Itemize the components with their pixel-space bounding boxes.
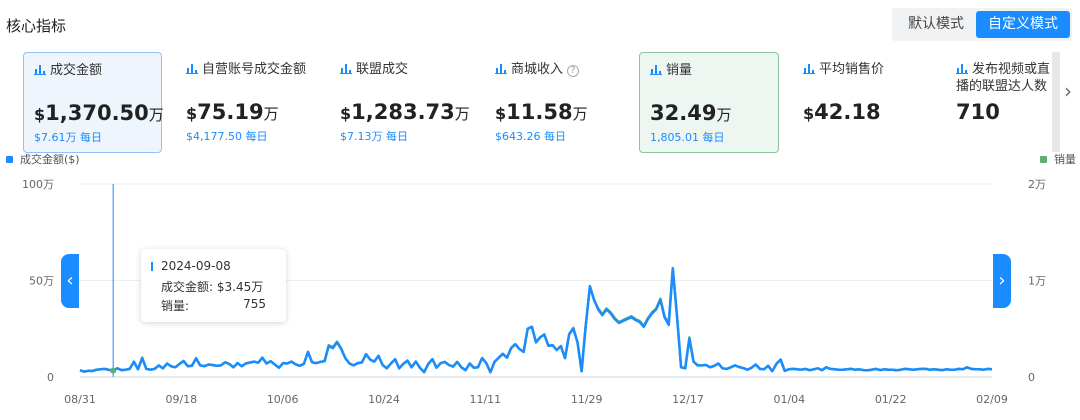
tooltip-volume-value: 755 [243,297,266,311]
legend-label: 销量 [1054,153,1076,166]
default-mode-button[interactable]: 默认模式 [908,16,964,32]
bar-chart-icon [495,63,507,74]
x-axis: 08/31 09/18 10/06 10/24 11/11 11/29 12/17 01/04… [64,393,1008,406]
metric-card-header: 平均销售价 [803,61,884,78]
chevron-right-icon[interactable]: › [1064,79,1072,103]
chart-series [79,266,993,374]
scroll-fade [1052,52,1060,152]
metric-card-label: 成交金额 [50,63,103,78]
tooltip-date: 2024-09-08 [161,259,231,273]
legend-swatch [6,156,13,163]
help-icon[interactable]: ? [567,65,580,77]
metric-card-affiliate[interactable]: 联盟成交 $1,283.73万 $7.13万 每日 [330,52,480,153]
line-chart[interactable]: 0 50万 100万 0 1万 2万 08/31 09/18 10/06 10/24 11/11… [0,170,1080,420]
y-axis-right: 0 1万 2万 [1028,178,1046,384]
x-tick-label: 08/31 [64,393,96,406]
metric-card-label: 商城收入 [511,62,564,77]
legend-swatch [1040,156,1047,163]
x-tick-label: 11/11 [469,393,501,406]
series-amount-line [79,267,993,374]
x-tick-label: 01/22 [875,393,907,406]
hover-point [110,367,117,374]
bar-chart-icon [186,63,198,74]
metric-card-header: 商城收入? [495,61,580,78]
bar-chart-icon [34,64,46,75]
legend-right[interactable]: 销量 [1040,151,1076,167]
metric-card-label: 自营账号成交金额 [202,62,307,77]
metric-card-own-account-gmv[interactable]: 自营账号成交金额 $75.19万 $4,177.50 每日 [176,52,326,153]
metric-card-value: $1,283.73万 [340,100,470,124]
metric-card-header: 成交金额 [34,62,102,79]
tooltip-volume-label: 销量: [161,299,190,313]
x-tick-label: 01/04 [773,393,805,406]
chevron-right-icon: › [998,270,1006,291]
bar-chart-icon [956,63,968,74]
metric-card-value: $11.58万 [495,100,588,124]
x-tick-label: 11/29 [571,393,603,406]
metric-card-label: 发布视频或直播的联盟达人数 [956,62,1051,94]
metric-card-daily: $7.13万 每日 [340,130,408,143]
metric-card-header: 发布视频或直播的联盟达人数 [956,61,1056,95]
metric-card-value: 710 [956,100,1000,124]
x-tick-label: 12/17 [672,393,704,406]
bar-chart-icon [340,63,352,74]
metric-card-daily: $7.61万 每日 [34,131,102,144]
y-left-tick-label: 100万 [22,178,54,191]
metric-card-value: $1,370.50万 [34,101,164,125]
metric-card-value: $75.19万 [186,100,279,124]
y-left-tick-label: 0 [47,371,54,384]
y-left-tick-label: 50万 [29,275,54,288]
metric-card-sales-volume[interactable]: 销量 32.49万 1,805.01 每日 [639,52,779,153]
metric-card-label: 平均销售价 [819,62,885,77]
metric-card-gmv[interactable]: 成交金额 $1,370.50万 $7.61万 每日 [23,52,164,153]
metric-card-creators[interactable]: 发布视频或直播的联盟达人数 710 [946,52,1056,153]
metric-card-daily: 1,805.01 每日 [650,131,725,144]
metric-card-header: 联盟成交 [340,61,408,78]
chart-tooltip: 2024-09-08 成交金额: $3.45万 销量: 755 [141,249,286,322]
metric-card-label: 销量 [666,63,693,78]
bar-chart-icon [650,64,662,75]
metric-card-daily: $4,177.50 每日 [186,130,268,143]
tooltip-marker [151,262,153,271]
y-right-tick-label: 0 [1028,371,1035,384]
bar-chart-icon [803,63,815,74]
y-axis-left: 0 50万 100万 [22,178,54,384]
mode-switch: 默认模式 自定义模式 [892,8,1072,41]
chart-prev-button[interactable]: ‹ [61,254,79,308]
metric-card-daily: $643.26 每日 [495,130,566,143]
custom-mode-button[interactable]: 自定义模式 [976,11,1070,38]
metric-card-avg-price[interactable]: 平均销售价 $42.18 [793,52,943,153]
legend-label: 成交金额($) [20,153,80,166]
page-title: 核心指标 [6,17,67,35]
y-right-tick-label: 2万 [1028,178,1046,191]
chart-next-button[interactable]: › [993,254,1011,308]
x-tick-label: 02/09 [976,393,1008,406]
metric-card-header: 销量 [650,62,692,79]
metric-card-value: $42.18 [803,100,881,124]
metric-card-header: 自营账号成交金额 [186,61,306,78]
metric-card-label: 联盟成交 [356,62,409,77]
chevron-left-icon: ‹ [66,270,74,291]
y-right-tick-label: 1万 [1028,275,1046,288]
metric-card-mall-income[interactable]: 商城收入? $11.58万 $643.26 每日 [485,52,635,153]
metric-card-value: 32.49万 [650,101,732,125]
legend-left[interactable]: 成交金额($) [6,151,80,167]
x-tick-label: 10/06 [267,393,299,406]
x-tick-label: 10/24 [368,393,400,406]
x-tick-label: 09/18 [165,393,197,406]
tooltip-amount: 成交金额: $3.45万 [161,280,264,294]
